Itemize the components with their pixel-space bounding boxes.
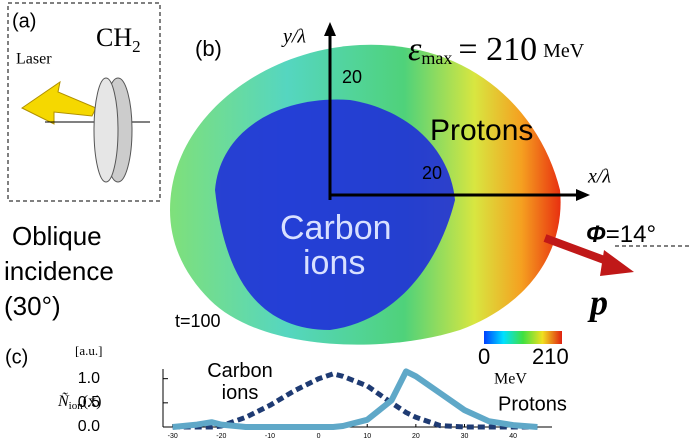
target-face [93,77,119,183]
momentum-label: p [587,282,608,322]
data-line [172,368,538,430]
energy: εmax = 210 MeV [408,31,585,68]
y-tick-label: 0.0 [78,418,100,435]
x-tick-label: -10 [265,433,275,440]
arrowhead [324,22,336,36]
carbon-label: ions [303,244,365,282]
laser-label: Laser [16,51,52,68]
material: CH2 [96,23,141,56]
panel-label: (c) [5,346,28,368]
protons-label: Protons [430,114,533,147]
carbon-label: Carbon [280,209,392,247]
time-label: t=100 [175,311,221,331]
colorbar-unit: MeV [494,371,527,388]
y-axis-label: Ñion(x) [57,391,101,412]
carbon-cloud [215,99,455,330]
x-tick-label: 20 [412,433,420,440]
series-label: Carbon ions [207,360,273,404]
x-tick-label: 10 [363,433,371,440]
arrowhead [600,250,634,276]
x-axis-label: x/λ [587,166,611,188]
incidence-label: (30°) [4,291,61,321]
x-tick-label: 40 [509,433,517,440]
colorbar-label: 0 [478,344,490,369]
x-tick-label: 0 [317,433,321,440]
y-axis-label: y/λ [281,26,306,48]
series-label: Protons [498,393,567,415]
arrowhead [576,189,590,201]
colorbar-label: 210 [532,344,569,369]
incidence-label: Oblique [12,221,102,251]
x-tick-label: -20 [216,433,226,440]
incidence-label: incidence [4,256,114,286]
x-tick-label: 20 [422,163,442,183]
panel-label: (a) [12,10,36,32]
y-tick-label: 0.5 [78,394,100,411]
colorbar [484,331,562,344]
angle-label: Φ=14° [586,221,656,248]
unit-label: [a.u.] [75,343,102,358]
x-tick-label: 30 [461,433,469,440]
laser-arrow [21,80,97,125]
y-tick-label: 1.0 [78,370,100,387]
panel-label: (b) [195,36,222,61]
y-tick-label: 20 [342,67,362,87]
x-tick-label: -30 [168,433,178,440]
